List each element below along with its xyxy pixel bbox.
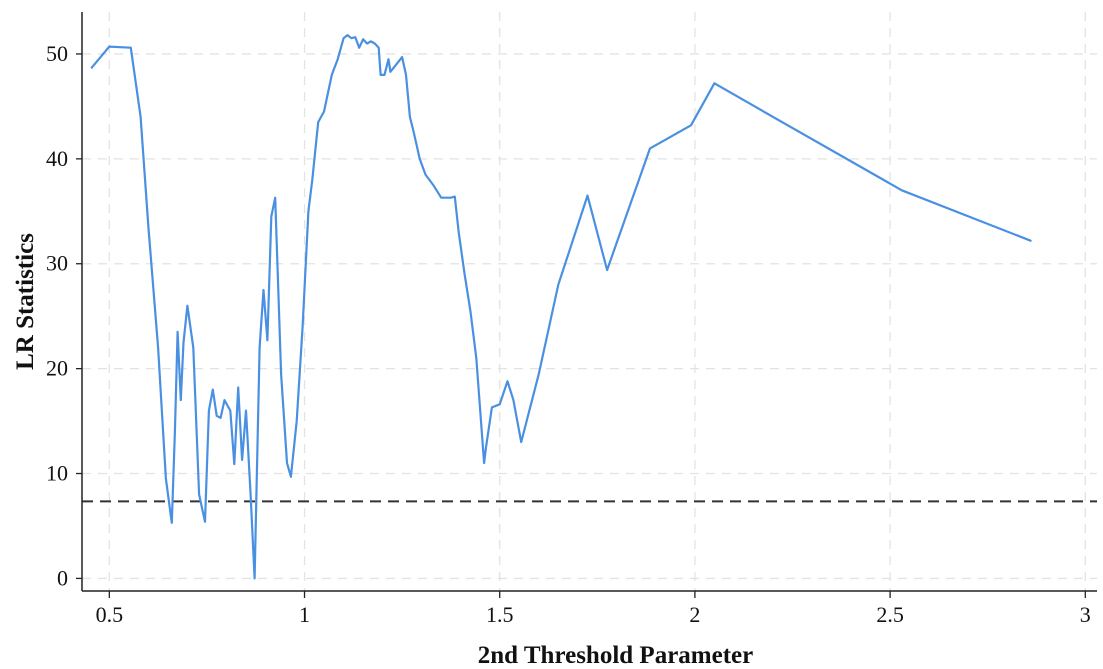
y-tick-label: 20 bbox=[46, 356, 68, 381]
x-axis-title: 2nd Threshold Parameter bbox=[478, 642, 753, 669]
x-tick-label: 1 bbox=[299, 602, 310, 627]
y-tick-label: 30 bbox=[46, 251, 68, 276]
axes bbox=[81, 12, 1097, 592]
y-tick-label: 10 bbox=[46, 461, 68, 486]
x-tick-label: 2 bbox=[689, 602, 700, 627]
series-layer bbox=[90, 33, 1032, 580]
x-tick-label: 2.5 bbox=[876, 602, 904, 627]
x-tick-label: 3 bbox=[1080, 602, 1091, 627]
grid bbox=[82, 12, 1097, 591]
x-tick-label: 1.5 bbox=[486, 602, 514, 627]
lr-statistic-series-line bbox=[90, 33, 1032, 580]
y-tick-label: 40 bbox=[46, 146, 68, 171]
x-axis-ticks: 0.5 1 1.5 2 2.5 3 bbox=[96, 591, 1091, 627]
y-axis-ticks: 0 10 20 30 40 50 bbox=[46, 41, 82, 590]
y-tick-label: 50 bbox=[46, 41, 68, 66]
x-tick-label: 0.5 bbox=[96, 602, 124, 627]
y-tick-label: 0 bbox=[57, 565, 68, 590]
y-axis-title: LR Statistics bbox=[12, 233, 39, 370]
